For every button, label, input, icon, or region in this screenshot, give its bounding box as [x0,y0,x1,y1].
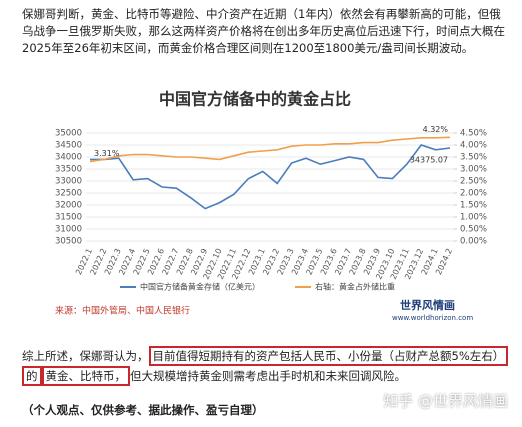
text: 但大规模增持黄金则需考虑出手时机和未来回调风险。 [130,369,406,383]
data-label: 3.31% [94,149,120,158]
line [90,144,451,210]
y2-tick-label: 4.00% [460,141,487,151]
y2-tick-label: 2.00% [460,189,487,199]
y2-tick-label: 0.00% [460,237,487,247]
y2-tick-label: 1.00% [460,213,487,223]
y-tick-label: 34500 [55,141,82,151]
y-tick-label: 32000 [55,201,82,211]
y-tick-label: 32500 [55,189,82,199]
y-tick-label: 33500 [55,165,82,175]
y-tick-label: 30500 [55,237,82,247]
y-tick-label: 33000 [55,177,82,187]
y2-tick-label: 2.50% [460,177,487,187]
y-tick-label: 34000 [55,153,82,163]
paragraph: 保娜哥判断，黄金、比特币等避险、中介资产在近期（1年内）依然会有再攀新高的可能，… [22,7,505,55]
y2-tick-label: 0.50% [460,225,487,235]
y2-tick-label: 3.00% [460,165,487,175]
y-tick-label: 35000 [55,129,82,139]
logo-url: www.worldhorizon.com [392,314,473,322]
data-label: 34375.07 [410,155,448,164]
y2-tick-label: 3.50% [460,153,487,163]
y2-tick-label: 1.50% [460,201,487,211]
y-tick-label: 31500 [55,213,82,223]
disclaimer: （个人观点、仅供参考、据此操作、盈亏自理） [22,403,264,417]
text: 综上所述，保娜哥认为， [22,349,149,363]
logo: 世界风情画 [400,298,455,312]
watermark: 知乎 @世界风情画 [383,392,508,410]
data-label: 4.32% [423,125,449,134]
chart-title: 中国官方储备中的黄金占比 [159,90,351,109]
legend-label: 右轴：黄金占外储比重 [315,282,395,292]
line [89,136,451,163]
chart: 中国官方储备中的黄金占比 来源：中国外管局、中国人民银行 世界风情画 www.w… [55,90,487,323]
source: 来源：中国外管局、中国人民银行 [55,305,190,317]
y2-tick-label: 4.50% [460,129,487,139]
legend-label: 中国官方储备黄金存储（亿美元） [140,282,260,292]
highlight: 黄金、比特币， [41,366,130,386]
highlight: 目前值得短期持有的资产包括人民币、小份量（占财产总额5%左右）的 [22,346,509,386]
summary: 综上所述，保娜哥认为， 目前值得短期持有的资产包括人民币、小份量（占财产总额5%左… [22,346,509,386]
y-tick-label: 31000 [55,225,82,235]
